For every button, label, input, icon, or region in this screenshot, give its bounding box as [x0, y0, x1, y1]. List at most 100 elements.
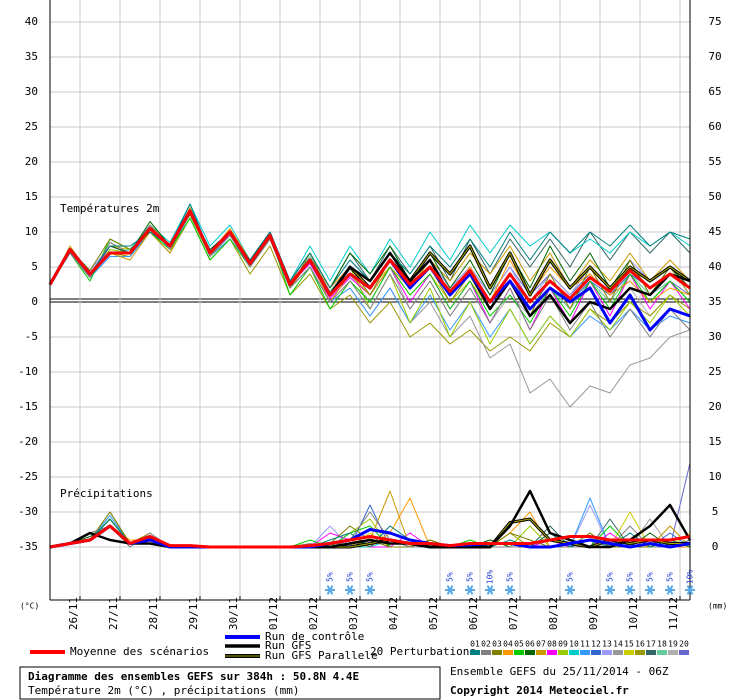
temp-label: Températures 2m	[60, 202, 160, 215]
snow-icon	[606, 585, 614, 595]
y-tick-label: -10	[18, 365, 38, 378]
perturbations-label: 20 Perturbations	[370, 645, 476, 658]
legend-label: 15	[624, 640, 634, 649]
legend-swatch	[635, 650, 645, 655]
y-tick-label: -30	[18, 505, 38, 518]
snow-label: 10%	[486, 570, 495, 585]
legend-swatch	[602, 650, 612, 655]
snow-icon	[666, 585, 674, 595]
y-tick-label: -20	[18, 435, 38, 448]
x-tick-label: 11/12	[667, 597, 680, 630]
x-tick-label: 08/12	[547, 597, 560, 630]
snow-label: 5%	[666, 572, 675, 582]
legend-label: 03	[492, 640, 502, 649]
snow-label: 5%	[346, 572, 355, 582]
snow-label: 10%	[686, 570, 695, 585]
legend-swatch	[525, 650, 535, 655]
y2-tick-label: 45	[708, 225, 721, 238]
legend-swatch	[657, 650, 667, 655]
snow-icon	[366, 585, 374, 595]
legend-label: 19	[668, 640, 678, 649]
legend-swatch	[679, 650, 689, 655]
y-tick-label: 25	[25, 120, 38, 133]
y2-tick-label: 65	[708, 85, 721, 98]
x-tick-label: 04/12	[387, 597, 400, 630]
legend-label: Run GFS	[265, 639, 311, 652]
snow-label: 5%	[326, 572, 335, 582]
y2-tick-label: 75	[708, 15, 721, 28]
legend-label: 01	[470, 640, 480, 649]
snow-label: 5%	[506, 572, 515, 582]
legend-swatch	[470, 650, 480, 655]
snow-icon	[506, 585, 514, 595]
precip-line	[49, 524, 691, 549]
y2-tick-label: 20	[708, 400, 721, 413]
snow-label: 5%	[606, 572, 615, 582]
snow-label: 5%	[566, 572, 575, 582]
x-tick-label: 30/11	[227, 597, 240, 630]
legend-swatch	[591, 650, 601, 655]
y2-tick-label: 10	[708, 470, 721, 483]
x-tick-label: 03/12	[347, 597, 360, 630]
y2-tick-label: 70	[708, 50, 721, 63]
legend-swatch	[613, 650, 623, 655]
legend-label: 08	[547, 640, 557, 649]
legend-swatch	[536, 650, 546, 655]
y2-tick-label: 15	[708, 435, 721, 448]
snow-icon	[646, 585, 654, 595]
series-lines	[48, 203, 692, 549]
legend-label: 18	[657, 640, 667, 649]
precip-label: Précipitations	[60, 487, 153, 500]
y-tick-label: 0	[31, 295, 38, 308]
y2-unit: (mm)	[708, 602, 727, 611]
legend-label: 20	[679, 640, 689, 649]
legend-swatch	[481, 650, 491, 655]
x-tick-label: 09/12	[587, 597, 600, 630]
temperature-line	[48, 209, 691, 304]
x-tick-label: 05/12	[427, 597, 440, 630]
y2-tick-label: 50	[708, 190, 721, 203]
snow-label: 5%	[626, 572, 635, 582]
grid	[50, 0, 690, 600]
snow-icon	[346, 585, 354, 595]
x-tick-label: 06/12	[467, 597, 480, 630]
y-unit: (°C)	[20, 602, 39, 611]
chart-subtitle: Température 2m (°C) , précipitations (mm…	[28, 684, 300, 697]
snow-icon	[566, 585, 574, 595]
chart-title: Diagramme des ensembles GEFS sur 384h : …	[28, 670, 359, 683]
legend-label: 04	[503, 640, 513, 649]
y-tick-label: -25	[18, 470, 38, 483]
y2-tick-label: 0	[712, 540, 719, 553]
precip-line	[49, 524, 691, 549]
legend-label: 05	[514, 640, 524, 649]
y-tick-label: 30	[25, 85, 38, 98]
snow-icon	[626, 585, 634, 595]
x-tick-label: 29/11	[187, 597, 200, 630]
x-tick-label: 10/12	[627, 597, 640, 630]
legend-label: 10	[569, 640, 579, 649]
snow-label: 5%	[646, 572, 655, 582]
legend-swatch	[547, 650, 557, 655]
y2-tick-label: 55	[708, 155, 721, 168]
legend-swatch	[668, 650, 678, 655]
x-tick-label: 01/12	[267, 597, 280, 630]
y2-tick-label: 30	[708, 330, 721, 343]
snow-icon	[486, 585, 494, 595]
legend-swatch	[646, 650, 656, 655]
y-tick-label: 35	[25, 50, 38, 63]
legend-label: 07	[536, 640, 546, 649]
y2-tick-label: 25	[708, 365, 721, 378]
x-tick-label: 02/12	[307, 597, 320, 630]
snow-label: 5%	[366, 572, 375, 582]
legend-swatch	[503, 650, 513, 655]
legend-label: 06	[525, 640, 535, 649]
x-tick-label: 28/11	[147, 597, 160, 630]
x-tick-label: 27/11	[107, 597, 120, 630]
y-tick-label: 15	[25, 190, 38, 203]
precip-line	[49, 489, 692, 549]
legend-label: 11	[580, 640, 590, 649]
y-tick-label: 20	[25, 155, 38, 168]
